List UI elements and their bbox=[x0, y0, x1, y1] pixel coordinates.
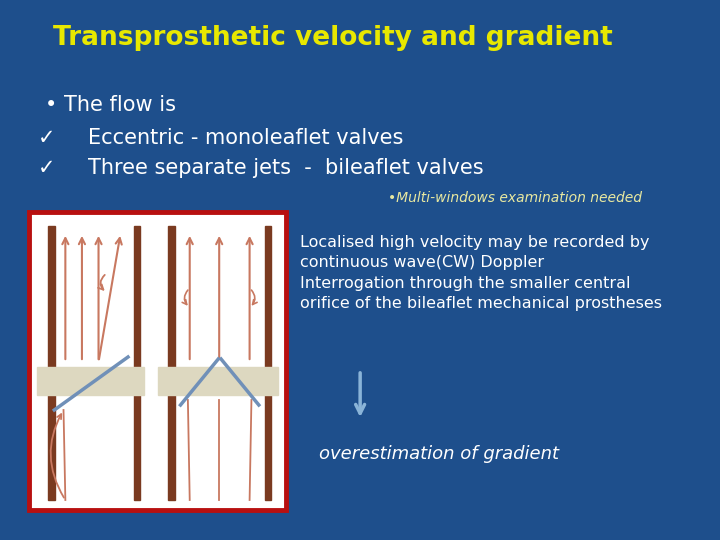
Text: ✓: ✓ bbox=[37, 128, 55, 148]
Text: overestimation of gradient: overestimation of gradient bbox=[319, 445, 559, 463]
Text: Three separate jets  -  bileaflet valves: Three separate jets - bileaflet valves bbox=[89, 158, 484, 178]
Text: •Multi-windows examination needed: •Multi-windows examination needed bbox=[388, 191, 642, 205]
Text: Localised high velocity may be recorded by
continuous wave(CW) Doppler
Interroga: Localised high velocity may be recorded … bbox=[300, 235, 662, 311]
Bar bbox=[265, 226, 271, 500]
Text: Eccentric - monoleaflet valves: Eccentric - monoleaflet valves bbox=[89, 128, 404, 148]
Bar bbox=[134, 226, 140, 500]
Text: Transprosthetic velocity and gradient: Transprosthetic velocity and gradient bbox=[53, 25, 613, 51]
Bar bbox=[29, 212, 287, 510]
Bar bbox=[37, 367, 144, 395]
Bar bbox=[158, 367, 278, 395]
Text: ✓: ✓ bbox=[37, 158, 55, 178]
Text: •: • bbox=[45, 95, 58, 115]
Text: The flow is: The flow is bbox=[63, 95, 176, 115]
Bar bbox=[48, 226, 55, 500]
Bar bbox=[168, 226, 174, 500]
